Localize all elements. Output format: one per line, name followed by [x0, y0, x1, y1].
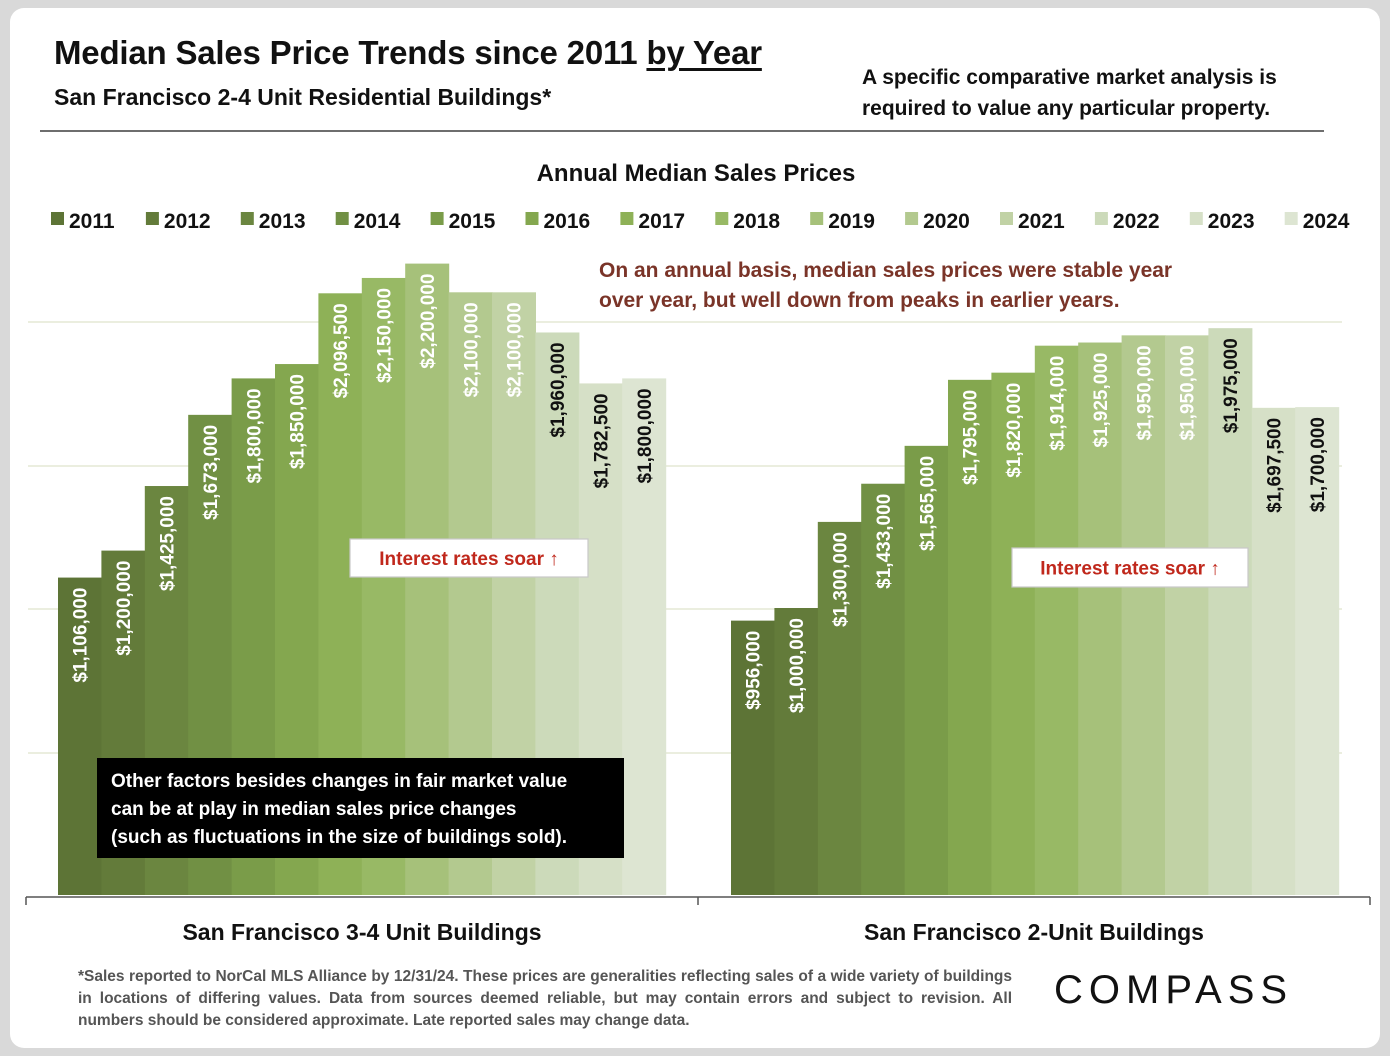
- legend-label-2019: 2019: [828, 210, 875, 233]
- page-subtitle: San Francisco 2-4 Unit Residential Build…: [54, 84, 552, 110]
- legend-label-2015: 2015: [449, 210, 496, 233]
- data-label-2013-group1: $1,425,000: [158, 496, 179, 591]
- bar-2024-group2: [1295, 407, 1340, 895]
- legend-swatch-2015: [430, 212, 444, 225]
- bar-2018-group2: [1034, 345, 1079, 895]
- data-label-2024-group1: $1,800,000: [635, 388, 656, 483]
- rates-callout-right: Interest rates soar ↑: [1040, 559, 1220, 580]
- bar-2016-group2: [948, 379, 992, 896]
- legend-swatch-2019: [810, 212, 824, 225]
- summary-annotation: On an annual basis, median sales prices …: [599, 259, 1172, 312]
- legend-swatch-2023: [1189, 212, 1203, 225]
- legend-swatch-2018: [715, 212, 729, 225]
- data-label-2021-group1: $2,100,000: [505, 302, 526, 397]
- data-label-2019-group2: $1,925,000: [1091, 353, 1112, 448]
- legend-label-2014: 2014: [354, 210, 401, 233]
- disclaimer-note: A specific comparative market analysis i…: [862, 66, 1277, 120]
- data-label-2011-group2: $956,000: [744, 631, 765, 710]
- legend-swatch-2024: [1284, 212, 1298, 225]
- data-label-2020-group2: $1,950,000: [1134, 345, 1155, 440]
- data-label-2017-group1: $2,096,500: [331, 303, 352, 398]
- legend-swatch-2017: [620, 212, 634, 225]
- data-label-2018-group1: $2,150,000: [375, 288, 396, 383]
- legend-swatch-2011: [51, 212, 64, 225]
- data-label-2011-group1: $1,106,000: [71, 588, 92, 683]
- legend-label-2017: 2017: [638, 210, 685, 233]
- legend-swatch-2012: [145, 212, 159, 225]
- data-label-2022-group1: $1,960,000: [548, 342, 569, 437]
- legend-label-2013: 2013: [259, 210, 306, 233]
- legend-label-2022: 2022: [1113, 210, 1160, 233]
- bar-2023-group2: [1251, 407, 1296, 895]
- bar-2011-group2: [731, 620, 775, 895]
- data-label-2012-group2: $1,000,000: [787, 618, 808, 713]
- data-label-2014-group1: $1,673,000: [201, 425, 222, 520]
- legend-label-2020: 2020: [923, 210, 970, 233]
- legend-swatch-2014: [335, 212, 349, 225]
- bar-2020-group2: [1121, 335, 1166, 896]
- data-label-2014-group2: $1,433,000: [874, 494, 895, 589]
- legend-swatch-2022: [1094, 212, 1108, 225]
- bar-2013-group2: [817, 521, 862, 895]
- title-main: Median Sales Price Trends since 2011: [54, 34, 647, 71]
- data-label-2018-group2: $1,914,000: [1048, 356, 1069, 451]
- legend-label-2018: 2018: [733, 210, 780, 233]
- data-label-2016-group2: $1,795,000: [961, 390, 982, 485]
- factors-note-box: [97, 758, 624, 858]
- legend-label-2016: 2016: [544, 210, 591, 233]
- legend-label-2024: 2024: [1303, 210, 1350, 233]
- data-label-2013-group2: $1,300,000: [831, 532, 852, 627]
- title-underlined: by Year: [646, 34, 762, 71]
- bar-2014-group2: [861, 483, 906, 895]
- legend-swatch-2016: [525, 212, 539, 225]
- data-label-2020-group1: $2,100,000: [461, 302, 482, 397]
- data-label-2015-group2: $1,565,000: [917, 456, 938, 551]
- page-title: Median Sales Price Trends since 2011 by …: [54, 34, 762, 72]
- data-label-2017-group2: $1,820,000: [1004, 383, 1025, 478]
- data-label-2012-group1: $1,200,000: [114, 561, 135, 656]
- bar-2024-group1: [622, 378, 667, 895]
- legend-swatch-2013: [240, 212, 254, 225]
- data-label-2023-group2: $1,697,500: [1265, 418, 1286, 513]
- bar-2021-group2: [1165, 335, 1209, 896]
- compass-logo: COMPASS: [1054, 968, 1294, 1012]
- data-label-2021-group2: $1,950,000: [1178, 345, 1199, 440]
- category-label-3-4-unit: San Francisco 3-4 Unit Buildings: [182, 919, 541, 945]
- footnote: *Sales reported to NorCal MLS Alliance b…: [78, 968, 1012, 1029]
- header-divider: [40, 130, 1324, 132]
- chart-title: Annual Median Sales Prices: [537, 160, 856, 187]
- data-label-2024-group2: $1,700,000: [1308, 417, 1329, 512]
- rates-callout-left-box: [349, 538, 589, 578]
- legend-swatch-2020: [905, 212, 919, 225]
- category-label-2-unit: San Francisco 2-Unit Buildings: [864, 919, 1204, 945]
- legend-label-2021: 2021: [1018, 210, 1065, 233]
- bar-2022-group2: [1208, 328, 1253, 895]
- rates-callout-right-box: [1011, 547, 1249, 588]
- data-label-2023-group1: $1,782,500: [592, 393, 613, 488]
- bar-2017-group2: [991, 372, 1036, 895]
- bar-2011-group1: [58, 577, 102, 895]
- data-label-2016-group1: $1,850,000: [288, 374, 309, 469]
- data-label-2019-group1: $2,200,000: [418, 274, 439, 369]
- data-label-2022-group2: $1,975,000: [1221, 338, 1242, 433]
- data-label-2015-group1: $1,800,000: [244, 388, 265, 483]
- legend-label-2012: 2012: [164, 210, 211, 233]
- factors-note: Other factors besides changes in fair ma…: [111, 771, 567, 848]
- rates-callout-left: Interest rates soar ↑: [379, 549, 559, 570]
- legend-label-2011: 2011: [69, 210, 115, 233]
- bar-2012-group2: [774, 608, 819, 895]
- bar-2015-group2: [904, 445, 949, 895]
- legend-label-2023: 2023: [1208, 210, 1255, 233]
- bar-2019-group2: [1078, 342, 1123, 895]
- legend-swatch-2021: [1000, 212, 1013, 225]
